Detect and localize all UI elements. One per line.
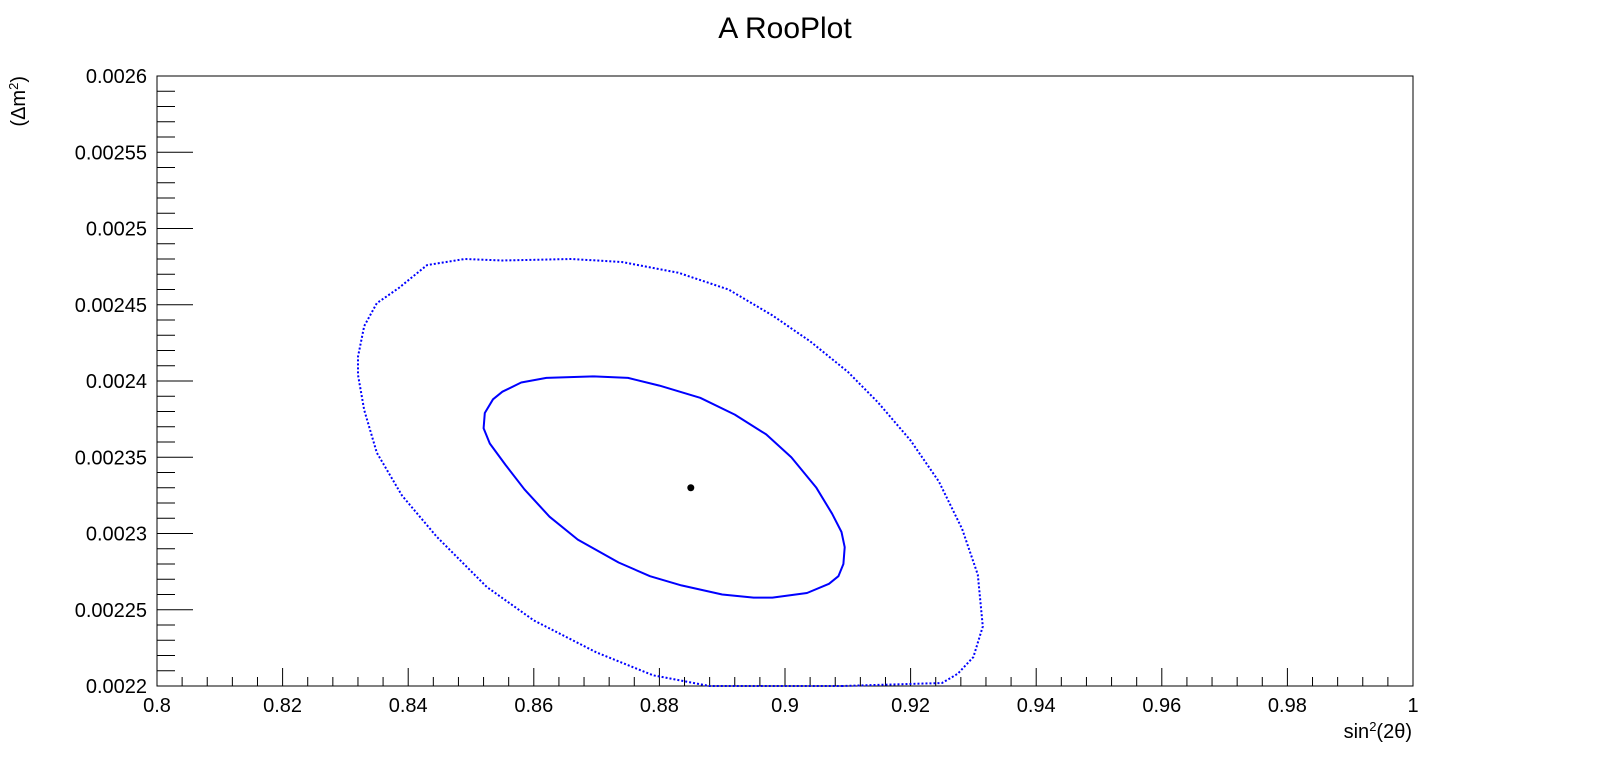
x-axis-title: sin2(2θ) xyxy=(1344,719,1412,744)
contour-1sigma xyxy=(482,375,846,599)
x-tick-label: 0.8 xyxy=(143,695,171,717)
plot-frame xyxy=(156,75,1414,687)
x-tick-label: 0.88 xyxy=(640,695,679,717)
x-tick-label: 1 xyxy=(1407,695,1418,717)
x-tick-label: 0.82 xyxy=(263,695,302,717)
chart-title: A RooPlot xyxy=(718,12,852,45)
x-tick-label: 0.98 xyxy=(1268,695,1307,717)
x-tick-label: 0.94 xyxy=(1017,695,1056,717)
y-tick-label: 0.0022 xyxy=(86,676,147,698)
y-tick-label: 0.0023 xyxy=(86,524,147,546)
y-tick-label: 0.00245 xyxy=(75,295,147,317)
x-tick-label: 0.84 xyxy=(389,695,428,717)
contour-layer xyxy=(357,258,984,687)
y-tick-label: 0.00255 xyxy=(75,142,147,164)
y-tick-label: 0.0025 xyxy=(86,219,147,241)
x-tick-label: 0.86 xyxy=(514,695,553,717)
y-axis-title: (Δm2) xyxy=(6,76,31,127)
y-tick-label: 0.00225 xyxy=(75,600,147,622)
x-tick-label: 0.9 xyxy=(771,695,799,717)
x-axis: 0.8 0.82 0.84 0.86 0.88 0.9 0.92 0.94 0.96 0.98 1 xyxy=(143,668,1419,717)
contour-2sigma xyxy=(357,258,984,687)
y-tick-label: 0.0024 xyxy=(86,371,147,393)
marker-layer xyxy=(687,484,695,492)
x-tick-label: 0.96 xyxy=(1142,695,1181,717)
y-axis: 0.0022 0.00225 0.0023 0.00235 0.0024 0.00245 0… xyxy=(75,66,193,698)
y-tick-label: 0.00235 xyxy=(75,447,147,469)
best-fit-point xyxy=(687,484,695,492)
x-tick-label: 0.92 xyxy=(891,695,930,717)
y-tick-label: 0.0026 xyxy=(86,66,147,88)
